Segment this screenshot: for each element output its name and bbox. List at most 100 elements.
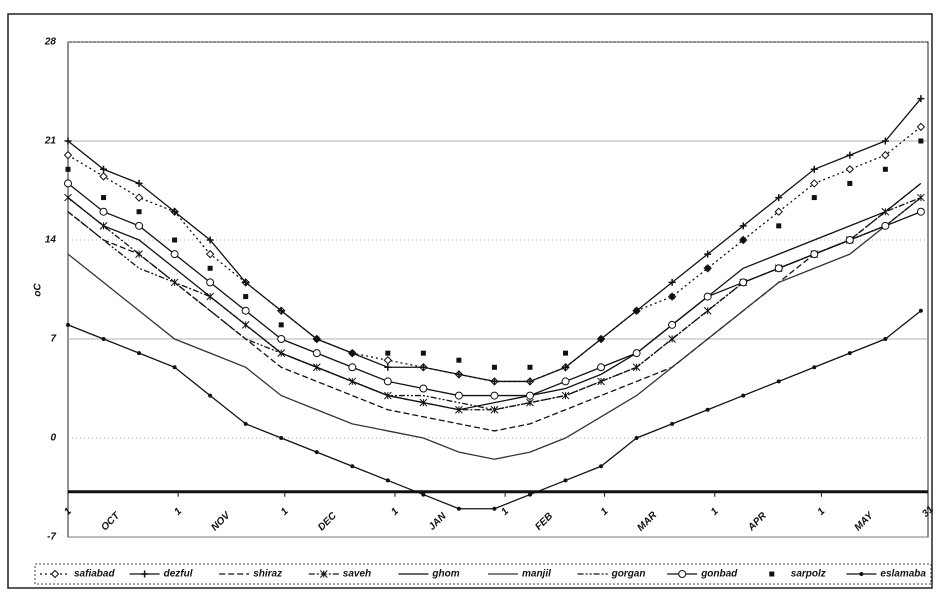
- month-label: APR: [745, 510, 769, 534]
- point: [491, 378, 498, 385]
- series-line: [68, 198, 921, 460]
- month-label: JAN: [427, 510, 449, 532]
- point: [669, 321, 676, 328]
- point: [599, 337, 604, 342]
- point: [349, 364, 356, 371]
- point: [278, 336, 285, 343]
- point: [917, 123, 924, 130]
- series: [65, 123, 925, 385]
- point: [740, 279, 747, 286]
- legend-marker: [769, 572, 774, 577]
- point: [882, 222, 889, 229]
- point: [66, 323, 70, 327]
- legend-label: eslamaba: [880, 569, 926, 580]
- point: [846, 166, 853, 173]
- x-tick-label: 1: [709, 506, 721, 518]
- legend-marker: [859, 572, 863, 576]
- point: [279, 322, 284, 327]
- point: [385, 351, 390, 356]
- point: [528, 493, 532, 497]
- legend-label: sarpolz: [791, 569, 826, 580]
- point: [136, 194, 143, 201]
- point: [775, 265, 782, 272]
- point: [137, 351, 141, 355]
- point: [66, 167, 71, 172]
- point: [173, 365, 177, 369]
- point: [65, 152, 72, 159]
- point: [136, 222, 143, 229]
- y-axis-label: oC: [33, 283, 44, 297]
- point: [384, 357, 391, 364]
- point: [846, 237, 853, 244]
- month-label: NOV: [209, 509, 233, 533]
- y-tick-label: -7: [47, 532, 56, 543]
- x-tick-label: 1: [279, 506, 291, 518]
- point: [244, 422, 248, 426]
- point: [491, 392, 498, 399]
- point: [136, 251, 143, 258]
- legend-label: ghom: [431, 569, 459, 580]
- point: [455, 392, 462, 399]
- legend-marker: [52, 571, 59, 578]
- point: [777, 379, 781, 383]
- x-tick-label: 1: [172, 506, 184, 518]
- point: [526, 392, 533, 399]
- point: [918, 139, 923, 144]
- legend-item: safiabad: [40, 569, 115, 580]
- point: [633, 350, 640, 357]
- month-label: MAY: [853, 509, 877, 533]
- point: [101, 195, 106, 200]
- chart: oC -7071421281111111131OCTNOVDECJANFEBMA…: [0, 0, 936, 591]
- point: [563, 351, 568, 356]
- point: [421, 351, 426, 356]
- legend-item: gonbad: [667, 569, 738, 580]
- outer-frame: [8, 14, 932, 588]
- month-label: OCT: [99, 510, 122, 533]
- point: [741, 394, 745, 398]
- point: [456, 358, 461, 363]
- point: [492, 365, 497, 370]
- legend-label: manjil: [522, 569, 551, 580]
- point: [598, 378, 605, 385]
- legend-item: saveh: [309, 569, 371, 580]
- point: [100, 208, 107, 215]
- legend-label: shiraz: [253, 569, 282, 580]
- x-tick-label: 31: [920, 504, 936, 520]
- point: [455, 371, 462, 378]
- point: [386, 478, 390, 482]
- point: [634, 308, 639, 313]
- month-label: FEB: [533, 511, 555, 533]
- x-tick-label: 1: [599, 506, 611, 518]
- month-label: MAR: [635, 509, 659, 533]
- point: [172, 238, 177, 243]
- legend-item: shiraz: [219, 569, 282, 580]
- legend-label: dezful: [164, 569, 193, 580]
- point: [919, 309, 923, 313]
- point: [242, 307, 249, 314]
- month-label: DEC: [316, 510, 339, 533]
- point: [670, 422, 674, 426]
- point: [598, 364, 605, 371]
- point: [526, 378, 533, 385]
- point: [917, 208, 924, 215]
- y-tick-label: 21: [44, 136, 57, 147]
- point: [599, 464, 603, 468]
- point: [883, 167, 888, 172]
- y-tick-label: 14: [45, 235, 57, 246]
- series: [65, 95, 925, 385]
- point: [207, 279, 214, 286]
- point: [137, 209, 142, 214]
- series: [68, 198, 921, 460]
- point: [279, 436, 283, 440]
- point: [812, 365, 816, 369]
- point: [670, 294, 675, 299]
- point: [102, 337, 106, 341]
- point: [706, 408, 710, 412]
- legend-label: gonbad: [700, 569, 738, 580]
- x-tick-label: 1: [816, 506, 828, 518]
- point: [420, 385, 427, 392]
- point: [705, 266, 710, 271]
- point: [208, 266, 213, 271]
- series-line: [68, 127, 921, 382]
- point: [527, 365, 532, 370]
